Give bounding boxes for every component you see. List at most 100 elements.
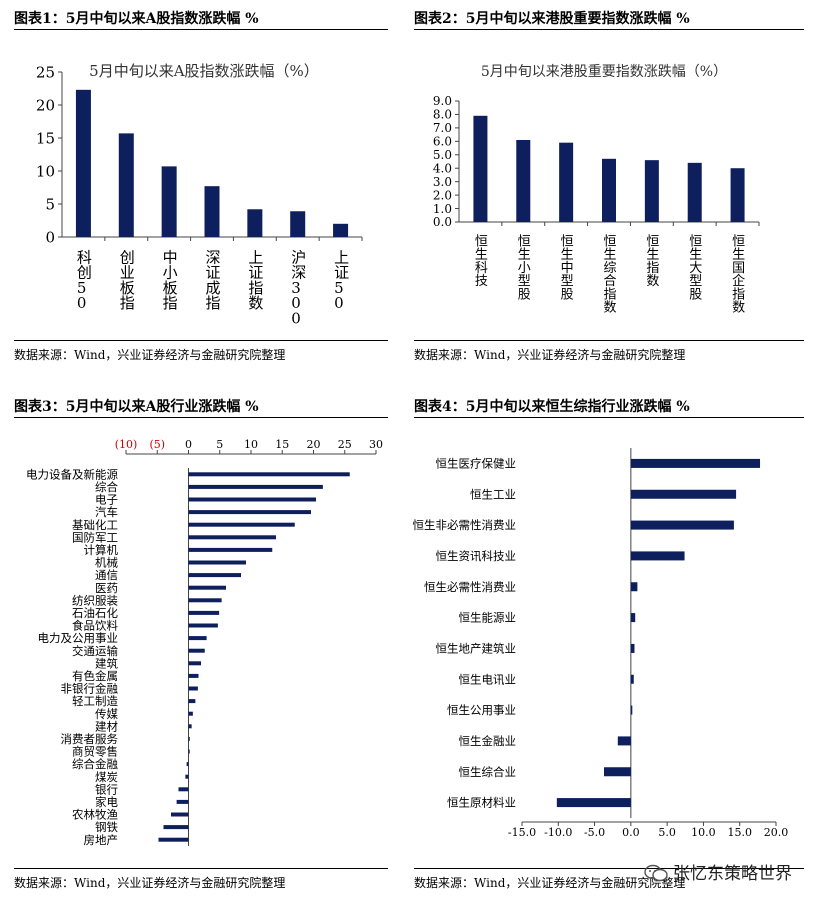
category-label: 计算机 (84, 543, 119, 557)
x-tick-label: (5) (149, 438, 165, 451)
source-rule (414, 868, 804, 869)
category-label: 钢铁 (95, 820, 118, 834)
chart-title: 5月中旬以来港股重要指数涨跌幅（%） (481, 64, 727, 80)
title-rule (414, 417, 804, 418)
panel-title: 图表4：5月中旬以来恒生综指行业涨跌幅 % (414, 399, 690, 415)
bar (188, 673, 199, 678)
x-tick-label: 0 (185, 438, 192, 451)
panel-title: 图表1：5月中旬以来A股指数涨跌幅 % (14, 11, 259, 27)
bar (247, 209, 263, 237)
category-label: 恒生地产建筑业 (436, 642, 517, 656)
category-label: 食品饮料 (72, 619, 118, 633)
bar (75, 89, 91, 237)
x-tick-label: -10.0 (544, 826, 572, 839)
category-label: 通信 (95, 568, 118, 582)
category-label: 煤炭 (95, 770, 118, 784)
source-note: 数据来源：Wind，兴业证券经济与金融研究院整理 (14, 348, 286, 362)
bar (644, 160, 659, 222)
bar (630, 458, 761, 468)
category-label: 恒生指数 (646, 234, 659, 289)
category-label: 恒生中型股 (561, 234, 574, 302)
chart-title: 5月中旬以来A股指数涨跌幅（%） (89, 62, 319, 80)
bar (630, 551, 685, 561)
bar (730, 168, 745, 222)
bar (188, 699, 196, 704)
x-tick-label: 5 (216, 438, 223, 451)
bar (188, 497, 316, 502)
bar (630, 643, 635, 653)
category-label: 非银行金融 (61, 682, 119, 696)
source-rule (14, 340, 388, 341)
bar (204, 186, 220, 237)
bar (176, 799, 189, 804)
category-label: 恒生非必需性消费业 (413, 518, 517, 532)
bar (559, 142, 574, 222)
category-label: 恒生大型股 (689, 234, 702, 302)
category-label: 恒生小型股 (518, 234, 531, 302)
bar (188, 598, 222, 603)
bar (630, 613, 636, 623)
panel-title: 图表3：5月中旬以来A股行业涨跌幅 % (14, 399, 259, 415)
bar (188, 711, 193, 716)
x-tick-label: 0.0 (622, 826, 640, 839)
panel-3: 图表3：5月中旬以来A股行业涨跌幅 % (10) (5) 0 5 10 15 20 25 30 电… (14, 388, 388, 898)
bar (188, 573, 241, 578)
bar (178, 787, 189, 792)
category-label: 银行 (95, 782, 118, 796)
bar (333, 223, 349, 237)
x-tick-label: -5.0 (584, 826, 605, 839)
category-label: 机械 (95, 556, 118, 570)
x-tick-label: 15 (275, 438, 289, 451)
title-rule (14, 29, 388, 30)
bar (188, 585, 226, 590)
bar (188, 636, 207, 641)
wechat-icon (644, 864, 668, 882)
watermark: 张忆东策略世界 (643, 859, 792, 884)
x-tick-label: 5.0 (658, 826, 676, 839)
category-label: 恒生综合业 (459, 765, 517, 779)
category-label: 房地产 (84, 833, 119, 847)
x-tick-label: 20.0 (764, 826, 789, 839)
category-label: 恒生综合指数 (604, 234, 617, 315)
category-label: 交通运输 (72, 644, 118, 658)
panel-4: 图表4：5月中旬以来恒生综指行业涨跌幅 % -15.0 -10.0 -5.0 0.0 5… (413, 388, 804, 898)
category-label: 上证 5 0 (334, 248, 349, 312)
bar (188, 661, 201, 666)
panel-1: 图表1：5月中旬以来A股指数涨跌幅 % 5月中旬以来A股指数涨跌幅（%） 0 5 10… (14, 0, 388, 370)
category-label: 农林牧渔 (72, 808, 118, 822)
category-label: 石油石化 (72, 606, 118, 620)
category-label: 恒生公用事业 (447, 703, 516, 717)
panel-title: 图表2：5月中旬以来港股重要指数涨跌幅 % (414, 11, 690, 27)
category-label: 深证成指 (206, 248, 221, 312)
category-label: 医药 (95, 581, 118, 595)
y-tick-label: 15 (36, 129, 55, 147)
x-tick-label: 30 (369, 438, 383, 451)
title-rule (14, 417, 388, 418)
y-tick-label: 2.0 (433, 188, 452, 202)
bar (161, 166, 177, 237)
category-label: 沪深 3 0 0 (291, 248, 306, 327)
category-label: 创业板指 (120, 248, 135, 312)
panel-2: 图表2：5月中旬以来港股重要指数涨跌幅 % 5月中旬以来港股重要指数涨跌幅（%）… (414, 0, 804, 370)
y-tick-label: 8.0 (433, 108, 452, 122)
category-label: 恒生金融业 (459, 734, 517, 748)
bar (617, 736, 631, 746)
category-label: 传媒 (95, 707, 118, 721)
bar (158, 837, 189, 842)
category-label: 家电 (95, 795, 118, 809)
bar (188, 560, 246, 565)
x-tick-label: -15.0 (508, 826, 536, 839)
category-label: 综合金融 (72, 757, 118, 771)
bar (188, 648, 205, 653)
category-label: 建筑 (95, 656, 118, 670)
bar (188, 736, 190, 741)
bar (188, 623, 218, 628)
source-note: 数据来源：Wind，兴业证券经济与金融研究院整理 (414, 876, 686, 890)
bar (188, 522, 295, 527)
category-label: 消费者服务 (61, 732, 119, 746)
bar (188, 472, 350, 477)
bar (630, 489, 737, 499)
bar (630, 520, 734, 530)
source-rule (14, 868, 388, 869)
y-tick-label: 3.0 (433, 175, 452, 189)
